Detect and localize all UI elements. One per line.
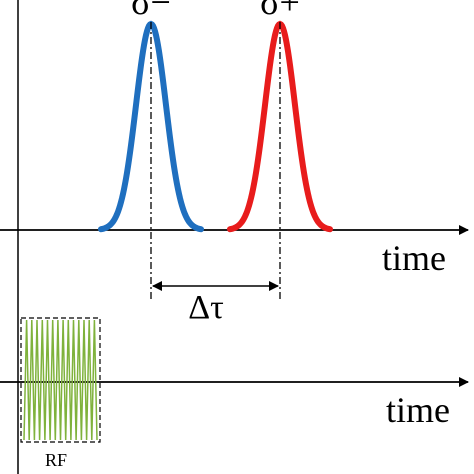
rf-pulse-box <box>20 317 101 443</box>
sigma-plus-label: σ+ <box>260 0 300 22</box>
rf-label: RF <box>45 450 67 470</box>
time-axis-label-bottom: time <box>386 390 450 430</box>
rf-oscillation <box>23 319 98 441</box>
time-axis-label-top: time <box>382 238 446 278</box>
sigma-minus-label: σ− <box>131 0 171 22</box>
delay-label: Δτ <box>188 289 224 326</box>
